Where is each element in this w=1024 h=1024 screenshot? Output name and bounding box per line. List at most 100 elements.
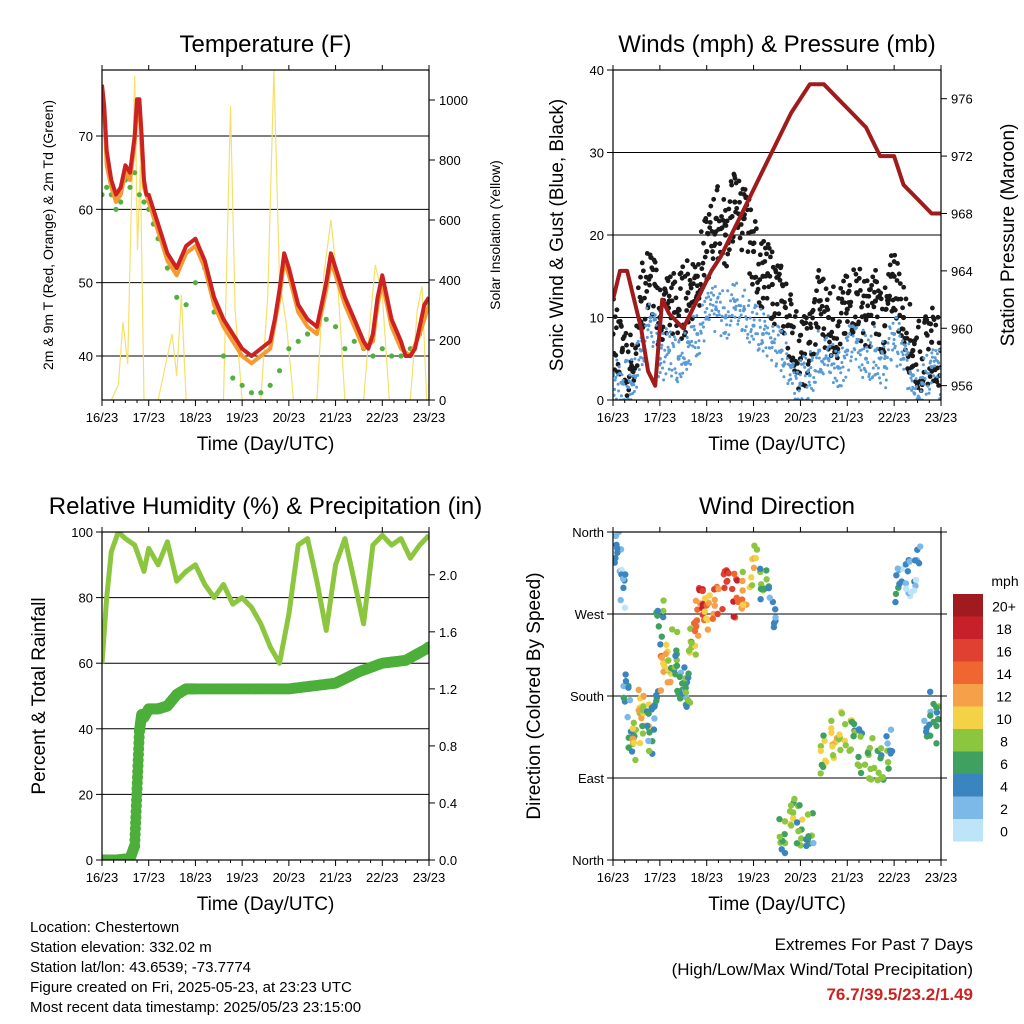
dewpoint-point xyxy=(136,192,142,198)
direction-point xyxy=(709,615,717,622)
x-tick-label: 16/23 xyxy=(86,870,119,885)
dewpoint-point xyxy=(398,353,404,359)
direction-point xyxy=(871,764,878,772)
gust-point xyxy=(726,206,732,212)
gust-point xyxy=(626,387,632,393)
y-tick-label: 0 xyxy=(597,393,604,408)
sonic-wind-point xyxy=(676,356,681,361)
direction-point xyxy=(667,678,674,686)
sonic-wind-point xyxy=(789,365,794,369)
direction-point xyxy=(660,597,667,604)
x-tick-label: 21/23 xyxy=(831,410,864,425)
direction-point xyxy=(842,742,849,749)
direction-point xyxy=(855,726,863,733)
y2-tick-label: 956 xyxy=(951,379,973,394)
gust-point xyxy=(777,277,783,283)
gust-point xyxy=(750,248,757,255)
direction-point xyxy=(786,808,794,815)
gust-point xyxy=(855,291,860,297)
direction-point xyxy=(711,596,718,604)
x-tick-label: 17/23 xyxy=(132,870,165,885)
gust-point xyxy=(671,271,677,276)
gust-point xyxy=(789,330,795,336)
gust-point xyxy=(629,342,635,348)
gust-point xyxy=(815,274,821,280)
gust-point xyxy=(710,249,715,254)
gust-point xyxy=(701,272,707,278)
gust-point xyxy=(825,314,832,321)
direction-point xyxy=(721,584,728,592)
dewpoint-point xyxy=(164,265,170,271)
gust-point xyxy=(868,312,874,318)
gust-point xyxy=(644,288,650,294)
gust-point xyxy=(663,290,669,296)
gust-point xyxy=(804,315,809,321)
sonic-wind-point xyxy=(760,332,765,336)
gust-point xyxy=(678,286,683,291)
gust-point xyxy=(702,254,708,260)
gust-point xyxy=(882,323,888,329)
chart-title: Temperature (F) xyxy=(179,31,351,58)
gust-point xyxy=(614,307,620,313)
gust-point xyxy=(882,285,888,291)
y2-tick-label: 1.6 xyxy=(439,625,457,640)
direction-point xyxy=(766,594,773,601)
colorbar-tick-label: 14 xyxy=(996,666,1012,682)
gust-point xyxy=(883,306,889,312)
sonic-wind-point xyxy=(929,365,934,369)
gust-point xyxy=(752,219,758,224)
y2-tick-label: 972 xyxy=(951,149,973,164)
gust-point xyxy=(716,218,722,224)
direction-point xyxy=(803,842,810,850)
gust-point xyxy=(742,187,748,192)
direction-point xyxy=(621,604,629,611)
x-tick-label: 22/23 xyxy=(366,410,399,425)
direction-point xyxy=(796,802,803,809)
x-tick-label: 18/23 xyxy=(179,410,212,425)
gust-point xyxy=(894,278,900,283)
gust-point xyxy=(651,303,656,309)
gust-point xyxy=(838,310,844,316)
gust-point xyxy=(936,340,941,346)
x-tick-label: 21/23 xyxy=(319,870,352,885)
direction-point xyxy=(933,709,941,716)
gust-point xyxy=(710,256,716,262)
colorbar-swatch xyxy=(953,661,983,684)
gust-point xyxy=(860,330,866,336)
sonic-wind-point xyxy=(892,332,897,336)
direction-point xyxy=(912,576,920,584)
direction-point xyxy=(639,722,646,730)
gust-point xyxy=(816,268,822,273)
direction-point xyxy=(799,816,806,823)
gust-point xyxy=(766,284,772,290)
gust-point xyxy=(910,353,916,359)
direction-point xyxy=(620,694,628,702)
direction-point xyxy=(915,560,923,567)
gust-point xyxy=(878,290,884,296)
direction-point xyxy=(699,587,706,595)
gust-point xyxy=(725,251,731,257)
gust-point xyxy=(714,187,720,193)
gust-point xyxy=(803,320,809,326)
direction-point xyxy=(673,628,681,636)
direction-point xyxy=(645,747,653,755)
gust-point xyxy=(856,319,862,325)
gust-point xyxy=(738,222,744,227)
gust-point xyxy=(871,304,877,310)
direction-point xyxy=(886,747,894,754)
humidity-line xyxy=(102,532,429,666)
dewpoint-point xyxy=(248,390,255,396)
direction-point xyxy=(665,657,672,664)
direction-point xyxy=(683,703,690,710)
gust-point xyxy=(732,199,738,205)
gust-point xyxy=(795,360,800,366)
gust-point xyxy=(892,252,898,258)
gust-point xyxy=(680,264,686,270)
direction-point xyxy=(930,718,937,726)
x-tick-label: 16/23 xyxy=(86,410,119,425)
temp-2m-line xyxy=(102,84,429,358)
direction-point xyxy=(660,607,667,615)
gust-point xyxy=(737,235,743,241)
direction-point xyxy=(828,717,835,725)
